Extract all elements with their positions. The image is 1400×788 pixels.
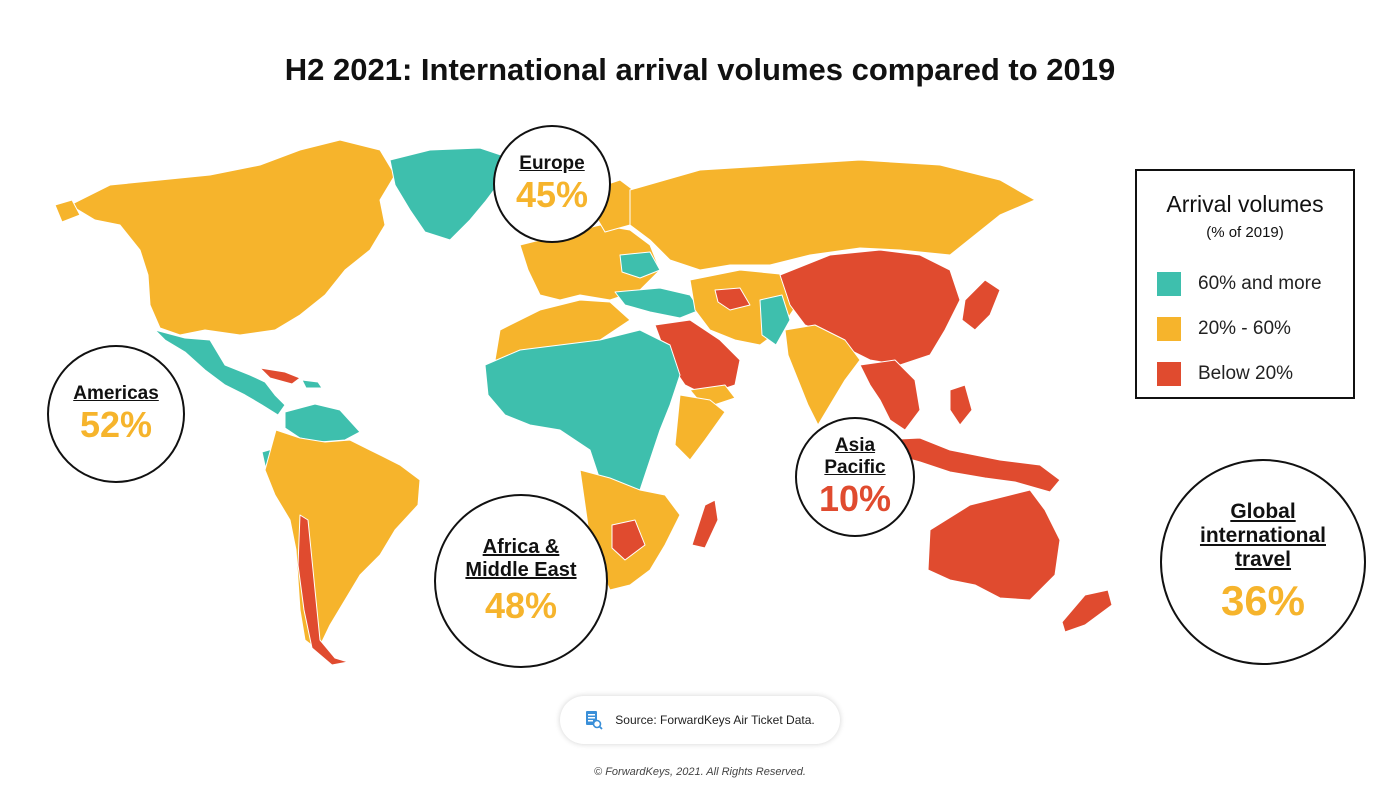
north-america-shape <box>69 139 396 336</box>
madagascar-shape <box>691 499 719 549</box>
legend-swatch-low <box>1157 362 1181 386</box>
global-name-line2: international <box>1199 523 1326 547</box>
americas-value: 52% <box>79 404 153 446</box>
philippines-shape <box>949 384 973 426</box>
africa-name-line2: Middle East <box>465 559 577 582</box>
alaska-shape <box>54 199 81 223</box>
europe-value: 45% <box>515 174 589 216</box>
page-title: H2 2021: International arrival volumes c… <box>284 52 1116 87</box>
indonesia-shape <box>879 437 1061 493</box>
central-america-shape <box>154 329 286 416</box>
east-africa-shape <box>674 394 726 461</box>
source-note: Source: ForwardKeys Air Ticket Data. <box>560 696 840 744</box>
africa-middle-east-bubble: Africa & Middle East 48% <box>434 494 608 668</box>
asia-pacific-bubble: Asia Pacific 10% <box>795 417 915 537</box>
legend-item-mid: 20% - 60% <box>1157 317 1291 341</box>
greenland-shape <box>389 147 511 241</box>
document-search-icon <box>586 711 603 730</box>
global-name-line1: Global <box>1230 499 1296 523</box>
eastern-europe-shape <box>619 251 661 279</box>
india-shape <box>784 324 861 426</box>
global-bubble: Global international travel 36% <box>1160 459 1366 665</box>
legend-label-mid: 20% - 60% <box>1198 318 1291 339</box>
asia-value: 10% <box>818 478 892 520</box>
legend-subtitle: (% of 2019) <box>1206 224 1284 241</box>
legend-swatch-mid <box>1157 317 1181 341</box>
legend-item-low: Below 20% <box>1157 362 1293 386</box>
source-text: Source: ForwardKeys Air Ticket Data. <box>615 713 815 727</box>
map-legend: Arrival volumes (% of 2019) 60% and more… <box>1135 169 1355 399</box>
new-zealand-shape <box>1061 589 1113 633</box>
africa-value: 48% <box>484 585 558 627</box>
southeast-asia-shape <box>859 359 921 431</box>
legend-swatch-high <box>1157 272 1181 296</box>
global-name-line3: travel <box>1234 547 1292 571</box>
turkey-shape <box>614 287 701 319</box>
europe-bubble: Europe 45% <box>493 125 611 243</box>
legend-label-low: Below 20% <box>1198 363 1294 384</box>
legend-label-high: 60% and more <box>1198 273 1322 294</box>
legend-title: Arrival volumes <box>1166 191 1324 217</box>
asia-name-line1: Asia <box>834 435 876 457</box>
global-value: 36% <box>1220 577 1306 625</box>
caribbean-shape <box>259 367 301 385</box>
americas-bubble: Americas 52% <box>47 345 185 483</box>
americas-name: Americas <box>73 383 159 405</box>
chile-shape <box>297 514 349 666</box>
turkmenistan-shape <box>714 287 751 311</box>
copyright: © ForwardKeys, 2021. All Rights Reserved… <box>594 766 806 778</box>
south-america-shape <box>264 429 421 651</box>
caribbean-shape-2 <box>301 379 323 389</box>
afghanistan-shape <box>759 294 791 346</box>
central-africa-shape <box>484 329 681 501</box>
japan-shape <box>961 279 1001 331</box>
legend-item-high: 60% and more <box>1157 272 1322 296</box>
europe-name: Europe <box>519 153 585 175</box>
africa-name-line1: Africa & <box>482 536 560 559</box>
australia-shape <box>927 489 1061 601</box>
southern-africa-red-shape <box>611 519 646 561</box>
russia-shape <box>629 159 1036 271</box>
asia-name-line2: Pacific <box>824 457 886 479</box>
